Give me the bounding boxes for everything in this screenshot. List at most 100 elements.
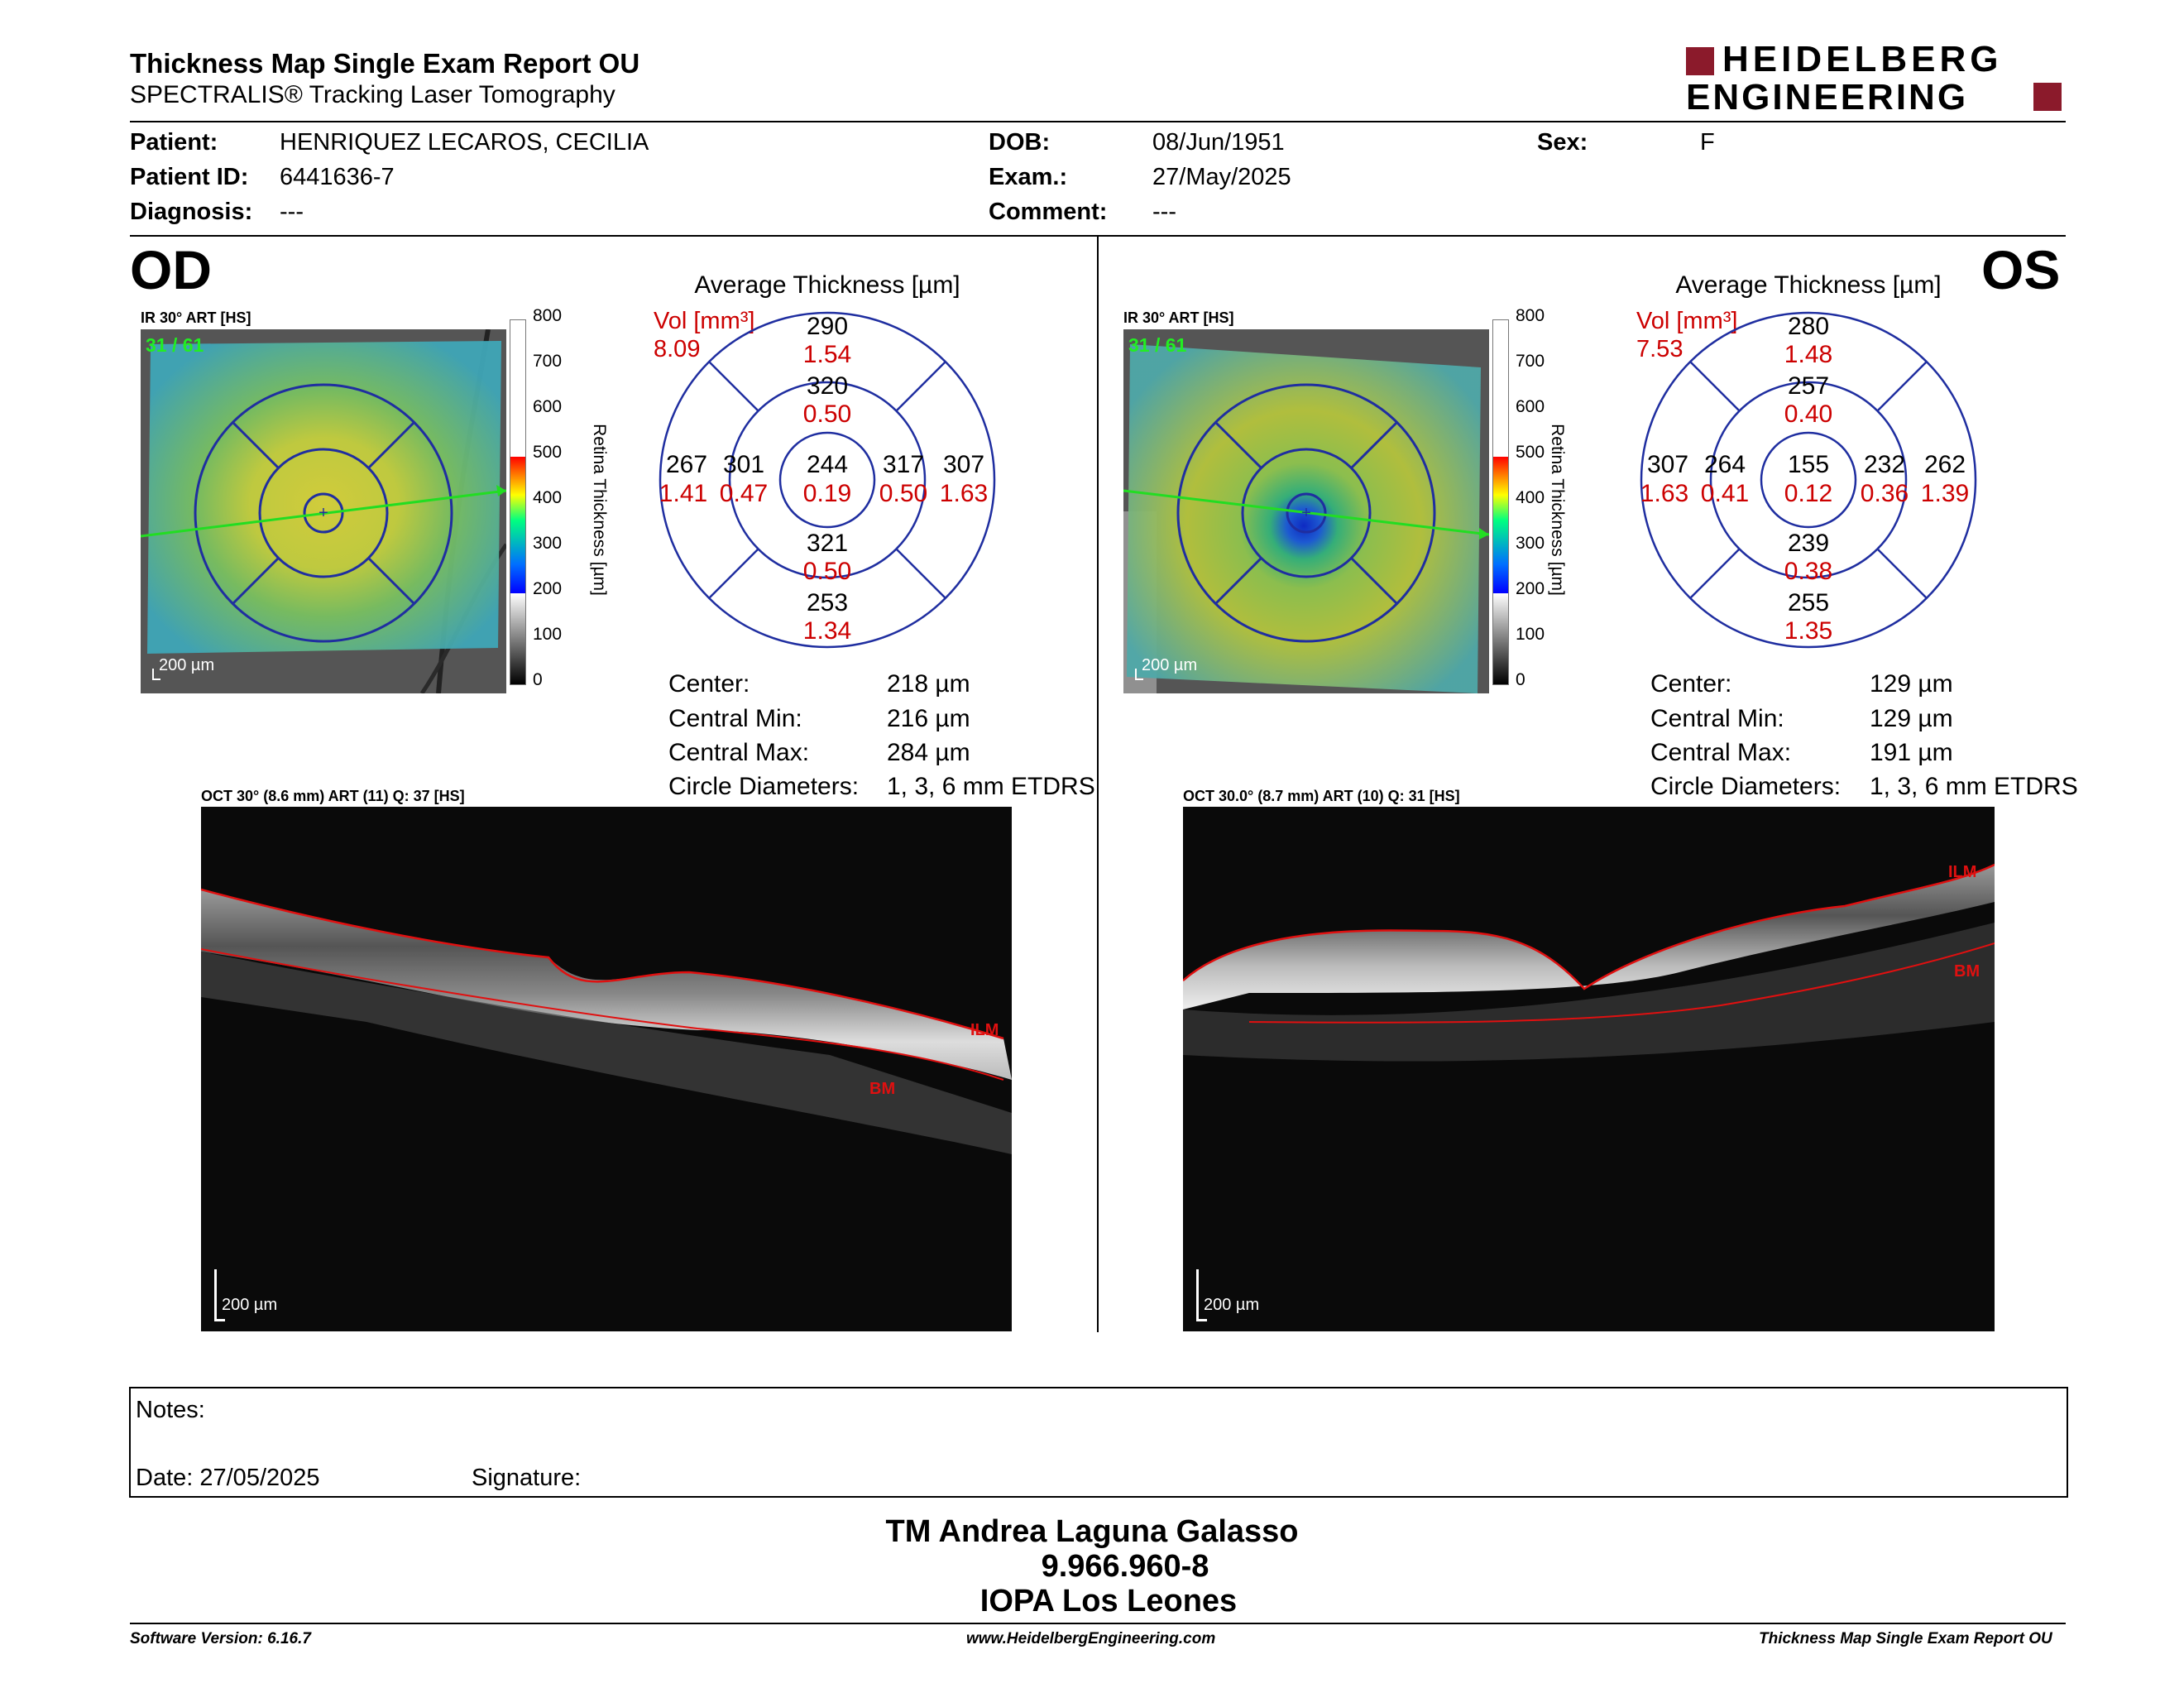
os-tick-0: 0 xyxy=(1516,670,1525,689)
os-outer-bottom-thickness: 255 xyxy=(1787,589,1830,616)
logo-line2: ENGINEERING xyxy=(1686,77,1969,117)
od-inner-left-volume: 0.47 xyxy=(719,480,769,507)
os-tick-600: 600 xyxy=(1516,397,1545,416)
od-inner-bottom-volume: 0.50 xyxy=(802,558,852,585)
os-outer-top-volume: 1.48 xyxy=(1784,341,1833,368)
os-avg-title: Average Thickness [µm] xyxy=(1675,271,1942,299)
od-inner-right-volume: 0.50 xyxy=(879,480,928,507)
os-tick-100: 100 xyxy=(1516,625,1545,644)
os-fundus-scale: 200 µm xyxy=(1142,656,1198,674)
od-oct-scan xyxy=(201,807,1012,1331)
od-stat-max-label: Central Max: xyxy=(668,739,810,766)
os-inner-top-thickness: 257 xyxy=(1787,372,1830,400)
od-stat-max-value: 284 µm xyxy=(887,739,970,766)
logo-line1: HEIDELBERG xyxy=(1722,39,2003,79)
od-ir-caption: IR 30° ART [HS] xyxy=(141,309,251,326)
od-inner-left-thickness: 301 xyxy=(722,451,765,478)
od-outer-top-volume: 1.54 xyxy=(802,341,852,368)
od-tick-200: 200 xyxy=(533,579,563,598)
od-colorbar-label: Retina Thickness [µm] xyxy=(590,424,609,596)
od-tick-100: 100 xyxy=(533,625,563,644)
od-outer-left-volume: 1.41 xyxy=(659,480,708,507)
svg-text:+: + xyxy=(1301,504,1311,522)
os-oct-scale: 200 µm xyxy=(1204,1296,1260,1314)
comment-label: Comment: xyxy=(989,199,1108,225)
od-vol-label: Vol [mm³] xyxy=(654,308,755,334)
os-oct-caption: OCT 30.0° (8.7 mm) ART (10) Q: 31 [HS] xyxy=(1183,788,1460,804)
os-outer-left-volume: 1.63 xyxy=(1640,480,1689,507)
signer-id: 9.966.960-8 xyxy=(1041,1549,1209,1584)
os-frames-counter: 31 / 61 xyxy=(1128,334,1187,356)
od-inner-top-thickness: 320 xyxy=(806,372,849,400)
sex-value: F xyxy=(1700,129,1715,156)
os-inner-bottom-volume: 0.38 xyxy=(1784,558,1833,585)
od-stat-min-label: Central Min: xyxy=(668,705,802,732)
exam-label: Exam.: xyxy=(989,164,1068,190)
patient-name: HENRIQUEZ LECAROS, CECILIA xyxy=(280,129,649,156)
os-center-thickness: 155 xyxy=(1787,451,1830,478)
dob-value: 08/Jun/1951 xyxy=(1152,129,1285,156)
od-avg-title: Average Thickness [µm] xyxy=(694,271,960,299)
patient-rule xyxy=(130,235,2066,237)
od-fundus-scale-bar-icon xyxy=(152,669,160,680)
od-outer-bottom-thickness: 253 xyxy=(806,589,849,616)
os-tick-700: 700 xyxy=(1516,352,1545,371)
os-outer-top-thickness: 280 xyxy=(1787,313,1830,340)
od-tick-800: 800 xyxy=(533,306,563,325)
od-tick-500: 500 xyxy=(533,443,563,462)
os-oct-svg xyxy=(1183,863,1995,1062)
od-inner-bottom-thickness: 321 xyxy=(806,530,849,557)
od-tick-400: 400 xyxy=(533,488,563,507)
os-outer-right-thickness: 262 xyxy=(1923,451,1966,478)
od-bm-label: BM xyxy=(869,1080,896,1098)
od-outer-bottom-volume: 1.34 xyxy=(802,617,852,645)
notes-box[interactable] xyxy=(129,1387,2068,1498)
od-stat-center-label: Center: xyxy=(668,670,750,698)
od-eye-label: OD xyxy=(130,239,212,300)
od-outer-right-volume: 1.63 xyxy=(939,480,989,507)
os-tick-200: 200 xyxy=(1516,579,1545,598)
os-oct-scale-bar-icon xyxy=(1196,1269,1207,1321)
os-tick-300: 300 xyxy=(1516,534,1545,553)
os-center-volume: 0.12 xyxy=(1784,480,1833,507)
os-tick-800: 800 xyxy=(1516,306,1545,325)
os-stat-center-value: 129 µm xyxy=(1870,670,1953,698)
od-tick-600: 600 xyxy=(533,397,563,416)
heidelberg-logo: HEIDELBERG ENGINEERING xyxy=(1686,40,2067,119)
os-inner-right-volume: 0.36 xyxy=(1860,480,1909,507)
od-oct-caption: OCT 30° (8.6 mm) ART (11) Q: 37 [HS] xyxy=(201,788,465,804)
od-oct-scale-bar-icon xyxy=(214,1269,225,1321)
od-stat-center-value: 218 µm xyxy=(887,670,970,698)
od-inner-right-thickness: 317 xyxy=(882,451,925,478)
dob-label: DOB: xyxy=(989,129,1051,156)
od-outer-left-thickness: 267 xyxy=(665,451,708,478)
sex-label: Sex: xyxy=(1537,129,1588,156)
os-inner-bottom-thickness: 239 xyxy=(1787,530,1830,557)
os-outer-bottom-volume: 1.35 xyxy=(1784,617,1833,645)
notes-signature-label: Signature: xyxy=(472,1465,582,1491)
notes-label: Notes: xyxy=(136,1397,205,1423)
od-stat-diam-value: 1, 3, 6 mm ETDRS xyxy=(887,773,1095,800)
patient-id-label: Patient ID: xyxy=(130,164,249,190)
os-ir-caption: IR 30° ART [HS] xyxy=(1123,309,1234,326)
os-stat-diam-value: 1, 3, 6 mm ETDRS xyxy=(1870,773,2078,800)
footer-software: Software Version: 6.16.7 xyxy=(130,1630,311,1647)
od-oct-svg xyxy=(201,888,1012,1154)
od-etdrs-grid xyxy=(659,311,996,649)
os-bm-label: BM xyxy=(1954,962,1980,981)
os-outer-right-volume: 1.39 xyxy=(1920,480,1970,507)
od-stat-diam-label: Circle Diameters: xyxy=(668,773,860,800)
os-stat-max-label: Central Max: xyxy=(1650,739,1792,766)
footer-website[interactable]: www.HeidelbergEngineering.com xyxy=(966,1630,1216,1647)
os-stat-min-label: Central Min: xyxy=(1650,705,1784,732)
patient-id: 6441636-7 xyxy=(280,164,395,190)
os-stat-diam-label: Circle Diameters: xyxy=(1650,773,1842,800)
os-inner-right-thickness: 232 xyxy=(1863,451,1906,478)
os-inner-left-thickness: 264 xyxy=(1703,451,1746,478)
comment-value: --- xyxy=(1152,199,1176,225)
exam-value: 27/May/2025 xyxy=(1152,164,1291,190)
os-colorbar xyxy=(1492,319,1509,685)
od-oct-scale: 200 µm xyxy=(222,1296,278,1314)
od-tick-0: 0 xyxy=(533,670,543,689)
os-inner-left-volume: 0.41 xyxy=(1700,480,1750,507)
